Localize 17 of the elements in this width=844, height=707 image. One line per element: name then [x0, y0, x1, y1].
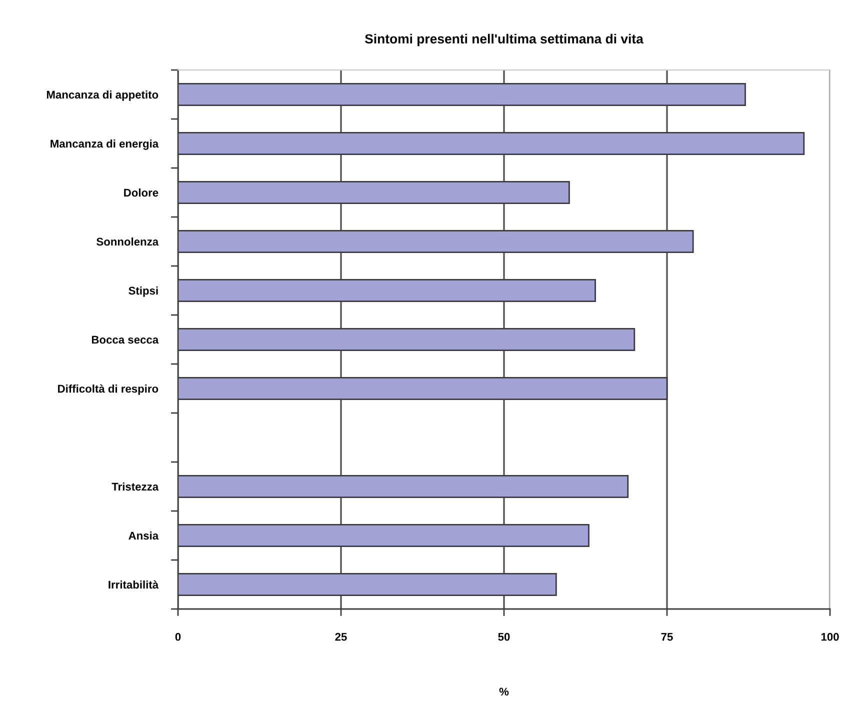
x-tick-label: 0: [175, 632, 181, 641]
y-tick-label: Bocca secca: [92, 336, 159, 344]
y-tick-label: Stipsi: [128, 286, 158, 297]
x-tick-label: 25: [335, 632, 347, 641]
y-tick-label: Ansia: [128, 531, 159, 540]
x-tick-label: 75: [661, 633, 673, 641]
y-tick-label: Sonnolenza: [96, 237, 159, 246]
x-axis-title: %: [499, 688, 509, 696]
y-tick-label: Mancanza di appetito: [46, 90, 158, 101]
y-tick-label: Mancanza di energia: [50, 139, 159, 150]
y-tick-label: Dolore: [124, 188, 158, 197]
chart-title: Sintomi presenti nell'ultima settimana di vita: [364, 34, 644, 46]
y-tick-label: Difficoltà di respiro: [58, 384, 158, 395]
x-tick-label: 100: [821, 632, 839, 641]
x-tick-label: 50: [498, 632, 510, 641]
y-tick-label: Tristezza: [112, 482, 159, 491]
y-tick-label: Irritabilità: [108, 580, 159, 589]
